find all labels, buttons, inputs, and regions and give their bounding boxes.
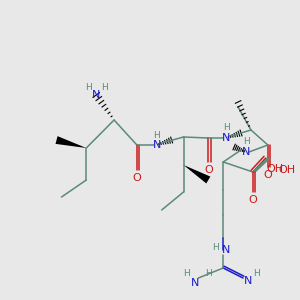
Text: H: H	[85, 82, 92, 91]
Text: N: N	[222, 245, 230, 255]
Text: H: H	[183, 268, 190, 278]
Text: N: N	[92, 90, 100, 100]
Text: O: O	[263, 170, 272, 180]
Text: N: N	[244, 276, 252, 286]
Text: H: H	[243, 137, 249, 146]
Text: H: H	[212, 242, 219, 251]
Text: H: H	[101, 82, 107, 91]
Text: O: O	[204, 165, 213, 175]
Text: H: H	[205, 268, 212, 278]
Text: H: H	[153, 130, 160, 140]
Polygon shape	[56, 136, 86, 148]
Text: H: H	[254, 268, 260, 278]
Text: N: N	[191, 278, 200, 288]
Text: OH: OH	[279, 165, 296, 175]
Polygon shape	[184, 165, 210, 183]
Text: N: N	[222, 133, 230, 143]
Text: OH: OH	[266, 164, 283, 174]
Text: H: H	[223, 124, 230, 133]
Text: N: N	[152, 140, 161, 150]
Text: N: N	[242, 147, 250, 157]
Text: O: O	[249, 195, 257, 205]
Text: O: O	[133, 173, 141, 183]
